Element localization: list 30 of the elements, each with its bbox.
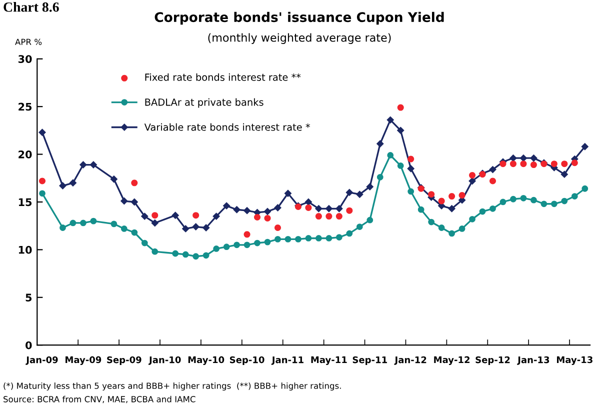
x-tick-label: May-12 <box>434 356 470 365</box>
y-tick-label: 10 <box>18 246 32 254</box>
x-tick-label: Jan-12 <box>394 356 426 365</box>
x-tick-label: Sep-10 <box>230 356 264 365</box>
x-tick-label: Sep-09 <box>107 356 142 365</box>
legend-label: BADLAr at private banks <box>145 98 264 108</box>
y-tick-label: 15 <box>18 198 32 206</box>
y-axis-title: APR % <box>15 38 42 46</box>
chart-title: Corporate bonds' issuance Cupon Yield <box>154 12 444 25</box>
chart-subtitle: (monthly weighted average rate) <box>208 33 391 44</box>
y-tick-label: 25 <box>18 102 32 111</box>
x-tick-label: May-09 <box>66 356 102 365</box>
x-tick-label: May-13 <box>556 356 592 365</box>
caption: Chart 8.6 <box>4 2 59 12</box>
x-tick-label: Jan-09 <box>26 356 58 365</box>
y-tick-label: 0 <box>26 341 32 350</box>
y-tick-label: 20 <box>18 150 32 158</box>
x-tick-label: Sep-11 <box>352 356 387 365</box>
source-note: Source: BCRA from CNV, MAE, BCBA and IAMC <box>4 396 196 404</box>
x-tick-label: Jan-10 <box>148 356 181 365</box>
x-tick-label: Jan-13 <box>517 356 550 365</box>
legend-label: Variable rate bonds interest rate * <box>144 123 310 131</box>
x-tick-label: Jan-11 <box>271 356 304 365</box>
x-tick-label: May-11 <box>311 356 347 365</box>
y-tick-label: 5 <box>26 294 32 302</box>
x-tick-label: May-10 <box>188 356 224 365</box>
text: (*) Maturity less than 5 years and BBB+ higher ratings (**) BBB+ higher ratings. <box>4 382 341 391</box>
y-tick-label: 30 <box>18 55 32 63</box>
legend-label: Fixed rate bonds interest rate ** <box>145 73 301 81</box>
x-tick-label: Sep-12 <box>476 356 510 365</box>
